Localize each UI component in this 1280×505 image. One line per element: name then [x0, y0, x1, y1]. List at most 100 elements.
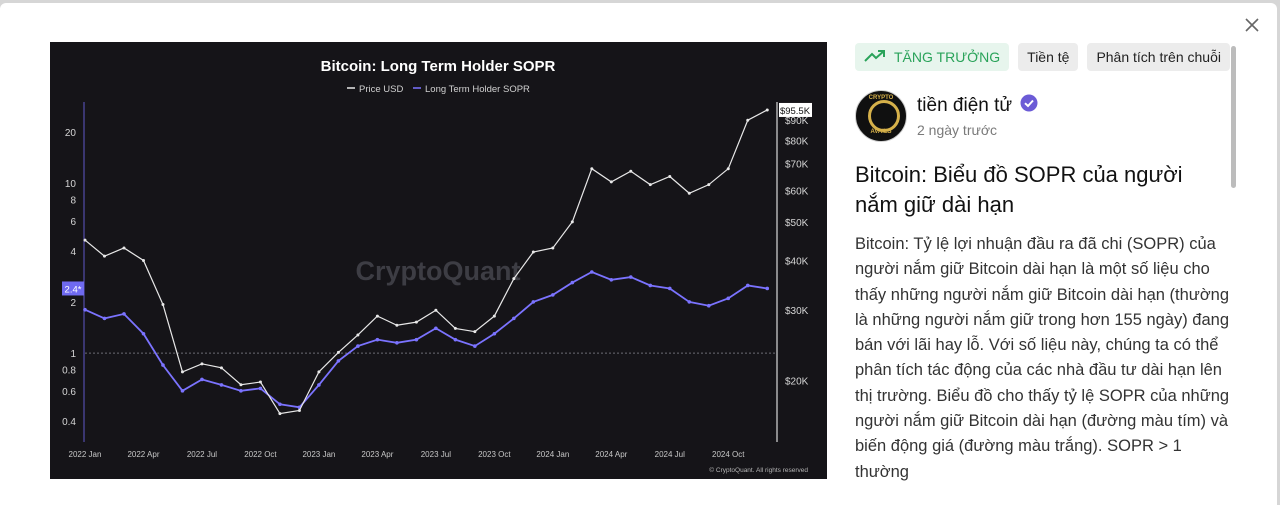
sopr-point-2023-06 — [414, 337, 419, 342]
price-point-2024-11 — [746, 118, 750, 122]
price-point-2022-05 — [161, 303, 165, 307]
price-point-2023-08 — [453, 326, 457, 330]
price-point-2023-01 — [317, 370, 321, 374]
price-point-2024-09 — [707, 183, 711, 187]
price-point-2023-09 — [473, 330, 477, 334]
sopr-point-2024-12 — [765, 286, 770, 291]
chart-watermark: CryptoQuant — [356, 256, 521, 286]
right-axis-marker: $95.5K — [780, 106, 811, 117]
left-tick-4: 4 — [70, 247, 76, 258]
tag-onchain[interactable]: Phân tích trên chuỗi — [1087, 43, 1230, 71]
price-point-2024-12 — [765, 108, 769, 112]
right-tick-60k: $60K — [785, 186, 809, 197]
price-point-2023-10 — [492, 314, 496, 318]
right-tick-80k: $80K — [785, 137, 809, 148]
x-tick-2024-jan: 2024 Jan — [536, 450, 569, 459]
legend-label-sopr: Long Term Holder SOPR — [425, 84, 530, 95]
x-tick-2022-oct: 2022 Oct — [244, 450, 277, 459]
price-point-2022-10 — [258, 380, 262, 384]
x-tick-2024-apr: 2024 Apr — [595, 450, 627, 459]
price-point-2024-06 — [648, 183, 652, 187]
price-point-2022-04 — [141, 258, 145, 262]
author-name[interactable]: tiền điện tử — [917, 95, 1013, 116]
sopr-point-2022-07 — [200, 377, 204, 382]
tag-currency-label: Tiền tệ — [1027, 49, 1070, 65]
sopr-point-2024-01 — [551, 293, 555, 297]
sopr-point-2023-09 — [473, 344, 477, 348]
price-point-2024-03 — [590, 167, 594, 171]
price-point-2023-12 — [531, 250, 535, 254]
price-point-2023-11 — [512, 277, 516, 281]
left-tick-6: 6 — [70, 217, 76, 228]
x-tick-2022-jul: 2022 Jul — [187, 450, 217, 459]
sopr-point-2022-10 — [258, 386, 263, 391]
price-point-2024-08 — [687, 191, 691, 195]
price-point-2022-12 — [297, 408, 301, 412]
trend-up-icon — [864, 49, 894, 66]
sopr-point-2022-04 — [141, 331, 146, 336]
price-point-2022-03 — [122, 246, 126, 250]
price-point-2024-07 — [668, 174, 672, 178]
scrollbar[interactable] — [1231, 46, 1236, 188]
series-line-price — [84, 109, 768, 415]
price-point-2023-02 — [336, 350, 340, 354]
sopr-point-2023-10 — [492, 331, 497, 336]
sopr-point-2022-11 — [278, 402, 282, 407]
x-tick-2024-oct: 2024 Oct — [712, 450, 745, 459]
price-point-2024-04 — [609, 180, 613, 184]
price-point-2024-05 — [629, 169, 633, 173]
sopr-point-2024-07 — [667, 286, 672, 291]
sopr-point-2023-05 — [395, 340, 399, 345]
sopr-point-2022-05 — [161, 363, 165, 367]
post-modal: Bitcoin: Long Term Holder SOPR Price USD L… — [0, 3, 1277, 505]
sopr-point-2024-08 — [687, 300, 692, 304]
legend-label-price: Price USD — [359, 84, 403, 95]
left-tick-2: 2 — [70, 298, 76, 309]
price-point-2022-07 — [200, 362, 204, 366]
right-tick-90k: $90K — [785, 116, 809, 127]
left-tick-0-4: 0.4 — [62, 417, 76, 428]
sopr-point-2023-04 — [375, 337, 380, 342]
sopr-point-2023-12 — [531, 300, 536, 304]
price-point-2023-03 — [356, 333, 360, 337]
x-tick-2022-apr: 2022 Apr — [127, 450, 159, 459]
sopr-point-2023-11 — [512, 316, 516, 321]
verified-badge-icon — [1020, 94, 1038, 118]
chart-canvas: Bitcoin: Long Term Holder SOPR Price USD L… — [62, 58, 812, 474]
sopr-point-2023-02 — [336, 359, 341, 363]
sopr-point-2024-11 — [745, 283, 750, 288]
sopr-point-2023-08 — [453, 337, 458, 342]
left-axis-marker: 2.4* — [65, 284, 82, 295]
sopr-point-2023-07 — [434, 326, 438, 331]
x-tick-2023-jan: 2023 Jan — [302, 450, 335, 459]
post-time: 2 ngày trước — [917, 122, 998, 138]
chart-copyright: © CryptoQuant. All rights reserved — [709, 466, 808, 474]
sopr-point-2024-03 — [590, 270, 594, 274]
avatar-text-bottom: AVAILS — [870, 129, 892, 135]
tag-currency[interactable]: Tiền tệ — [1018, 43, 1079, 71]
tag-growth[interactable]: TĂNG TRƯỞNG — [855, 43, 1010, 71]
price-point-2023-06 — [414, 320, 418, 324]
close-icon[interactable] — [1242, 15, 1262, 35]
tag-onchain-label: Phân tích trên chuỗi — [1096, 49, 1221, 65]
sopr-point-2023-03 — [356, 344, 360, 348]
price-point-2023-05 — [395, 323, 399, 327]
price-point-2024-01 — [551, 246, 555, 250]
price-point-2023-07 — [434, 308, 438, 312]
price-point-2024-10 — [726, 167, 730, 171]
left-tick-0-8: 0.8 — [62, 366, 76, 377]
price-point-2022-02 — [102, 254, 106, 258]
right-tick-20k: $20K — [785, 376, 809, 387]
sopr-point-2024-05 — [629, 275, 633, 279]
tag-row: TĂNG TRƯỞNG Tiền tệ Phân tích trên chuỗi — [855, 43, 1230, 71]
right-axis-marker-bg — [779, 102, 812, 117]
price-point-2022-06 — [180, 370, 184, 374]
chart-title: Bitcoin: Long Term Holder SOPR — [321, 58, 556, 75]
x-tick-2022-jan: 2022 Jan — [69, 450, 102, 459]
tag-growth-label: TĂNG TRƯỞNG — [894, 49, 1001, 65]
left-tick-1: 1 — [70, 349, 76, 360]
sopr-point-2024-04 — [609, 277, 614, 282]
avatar[interactable]: CRYPTO AVAILS — [855, 90, 907, 142]
sopr-point-2024-10 — [726, 296, 731, 301]
x-tick-2023-apr: 2023 Apr — [361, 450, 393, 459]
